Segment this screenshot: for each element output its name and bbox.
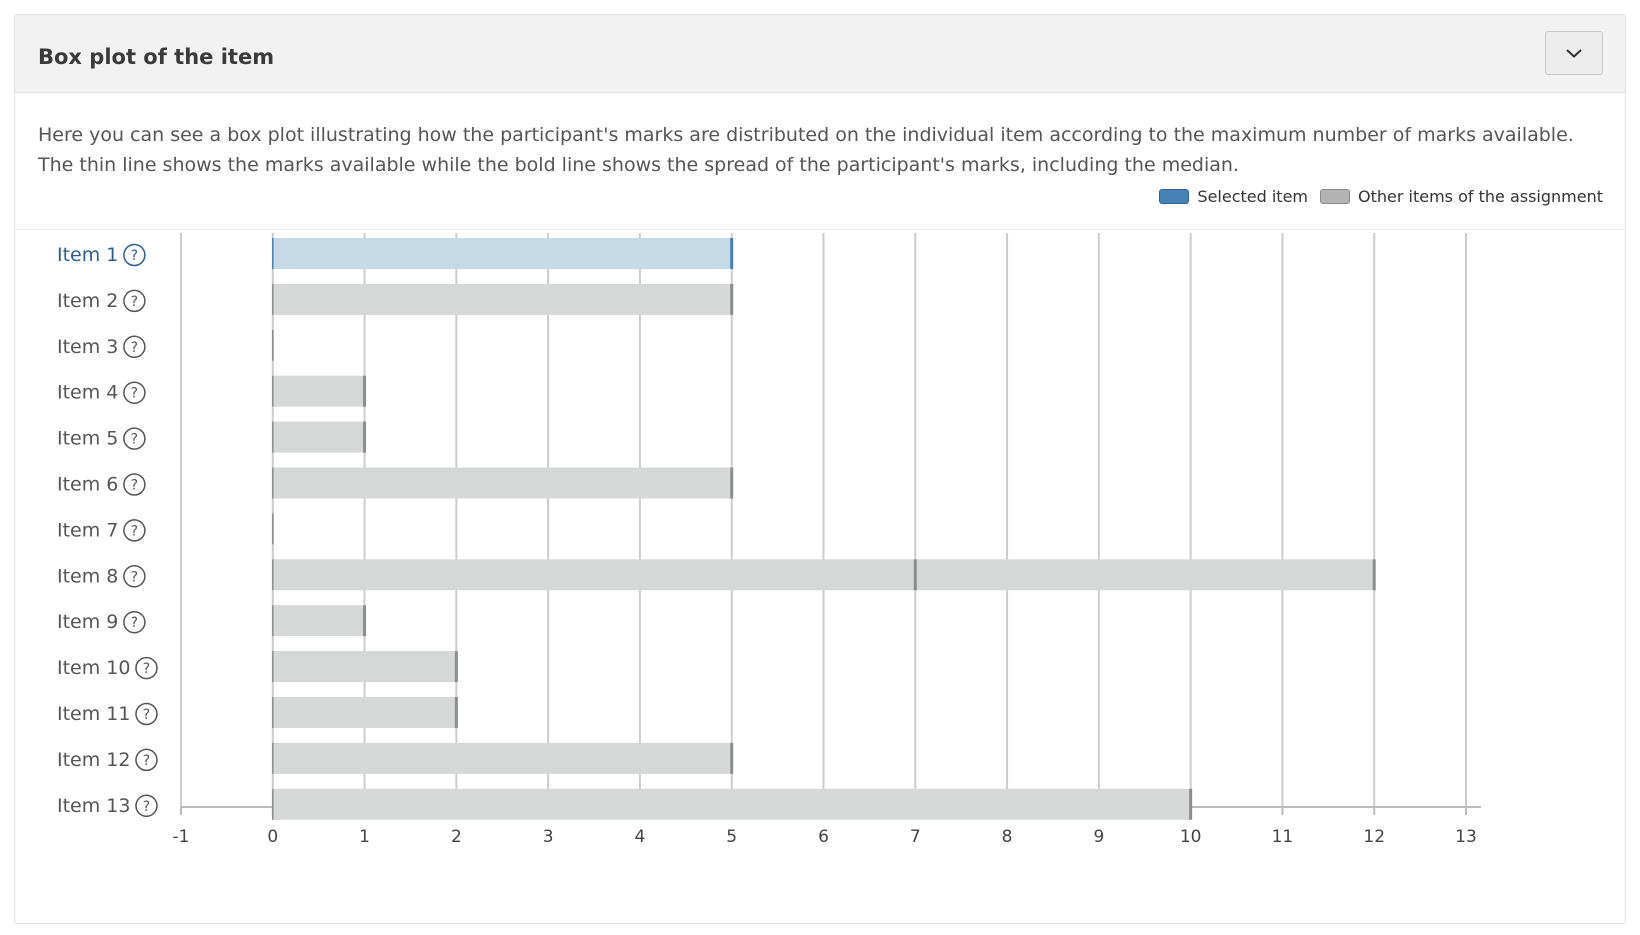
bar-item-8[interactable] <box>272 559 1375 591</box>
help-icon-glyph: ? <box>131 569 138 585</box>
help-icon-glyph: ? <box>131 432 138 448</box>
legend-swatch-selected <box>1159 189 1190 204</box>
x-tick-label-2: 1 <box>359 827 370 847</box>
help-icon-glyph: ? <box>143 753 150 769</box>
bar-item-9[interactable] <box>272 605 365 637</box>
help-icon[interactable] <box>135 748 158 772</box>
panel-title: Box plot of the item <box>38 45 275 69</box>
x-tick-label-0: -1 <box>173 827 190 847</box>
item-label-7[interactable]: Item 7 <box>57 519 118 541</box>
collapse-button[interactable] <box>1545 31 1603 75</box>
bar-item-10[interactable] <box>272 651 457 683</box>
chevron-down-icon <box>1566 49 1582 58</box>
x-tick-label-9: 8 <box>1002 827 1013 847</box>
x-tick-label-1: 0 <box>267 827 278 847</box>
x-tick-label-14: 13 <box>1455 827 1477 847</box>
item-label-1[interactable]: Item 1 <box>57 244 118 266</box>
help-icon[interactable] <box>123 335 146 359</box>
help-icon-glyph: ? <box>131 386 138 402</box>
bar-item-1[interactable] <box>272 238 732 269</box>
legend-swatch-other <box>1320 189 1350 204</box>
item-label-10[interactable]: Item 10 <box>57 657 130 679</box>
chart-legend: Selected item Other items of the assignm… <box>1159 187 1603 206</box>
help-icon[interactable] <box>123 381 146 404</box>
x-tick-label-4: 3 <box>543 827 554 847</box>
x-tick-label-12: 11 <box>1272 827 1294 847</box>
x-tick-label-5: 4 <box>635 827 646 847</box>
x-tick-label-7: 6 <box>818 827 829 847</box>
help-icon-glyph: ? <box>143 661 150 677</box>
item-label-11[interactable]: Item 11 <box>57 703 130 725</box>
bar-item-13[interactable] <box>272 788 1191 820</box>
x-tick-label-11: 10 <box>1180 827 1202 847</box>
item-label-3[interactable]: Item 3 <box>57 336 118 358</box>
item-label-9[interactable]: Item 9 <box>57 611 118 633</box>
help-icon[interactable] <box>123 473 146 496</box>
bar-item-11[interactable] <box>272 697 457 728</box>
item-label-13[interactable]: Item 13 <box>57 795 130 817</box>
x-tick-label-3: 2 <box>451 827 462 847</box>
bar-item-6[interactable] <box>272 467 732 499</box>
help-icon[interactable] <box>135 656 158 680</box>
bar-item-4[interactable] <box>272 375 365 407</box>
legend-entry-other[interactable]: Other items of the assignment <box>1320 187 1603 206</box>
help-icon[interactable] <box>135 794 158 818</box>
help-icon-glyph: ? <box>131 523 138 539</box>
bar-item-2[interactable] <box>272 283 732 315</box>
help-icon-glyph: ? <box>131 248 138 264</box>
help-icon-glyph: ? <box>143 799 150 815</box>
item-label-5[interactable]: Item 5 <box>57 428 118 450</box>
help-icon-glyph: ? <box>131 294 138 310</box>
item-label-4[interactable]: Item 4 <box>57 382 118 404</box>
help-icon[interactable] <box>123 243 146 267</box>
item-label-12[interactable]: Item 12 <box>57 749 130 771</box>
help-icon-glyph: ? <box>131 478 138 494</box>
x-tick-label-10: 9 <box>1093 827 1104 847</box>
divider <box>15 229 1625 230</box>
help-icon[interactable] <box>123 519 146 542</box>
item-label-8[interactable]: Item 8 <box>57 565 118 587</box>
legend-entry-selected[interactable]: Selected item <box>1159 187 1308 206</box>
help-icon-glyph: ? <box>131 615 138 631</box>
help-icon[interactable] <box>123 427 146 450</box>
help-icon[interactable] <box>123 289 146 313</box>
x-tick-label-8: 7 <box>910 827 921 847</box>
panel-header[interactable]: Box plot of the item <box>15 15 1625 93</box>
bar-item-12[interactable] <box>272 742 732 774</box>
item-label-2[interactable]: Item 2 <box>57 290 118 312</box>
help-icon[interactable] <box>123 565 146 588</box>
legend-label-selected: Selected item <box>1197 187 1308 206</box>
x-tick-label-6: 5 <box>726 827 737 847</box>
item-label-6[interactable]: Item 6 <box>57 474 118 496</box>
panel-description: Here you can see a box plot illustrating… <box>38 124 1574 176</box>
help-icon-glyph: ? <box>131 340 138 356</box>
help-icon[interactable] <box>123 610 146 634</box>
bar-item-5[interactable] <box>272 421 365 453</box>
legend-label-other: Other items of the assignment <box>1358 187 1603 206</box>
help-icon[interactable] <box>135 702 158 726</box>
x-tick-label-13: 12 <box>1363 827 1385 847</box>
help-icon-glyph: ? <box>143 707 150 723</box>
